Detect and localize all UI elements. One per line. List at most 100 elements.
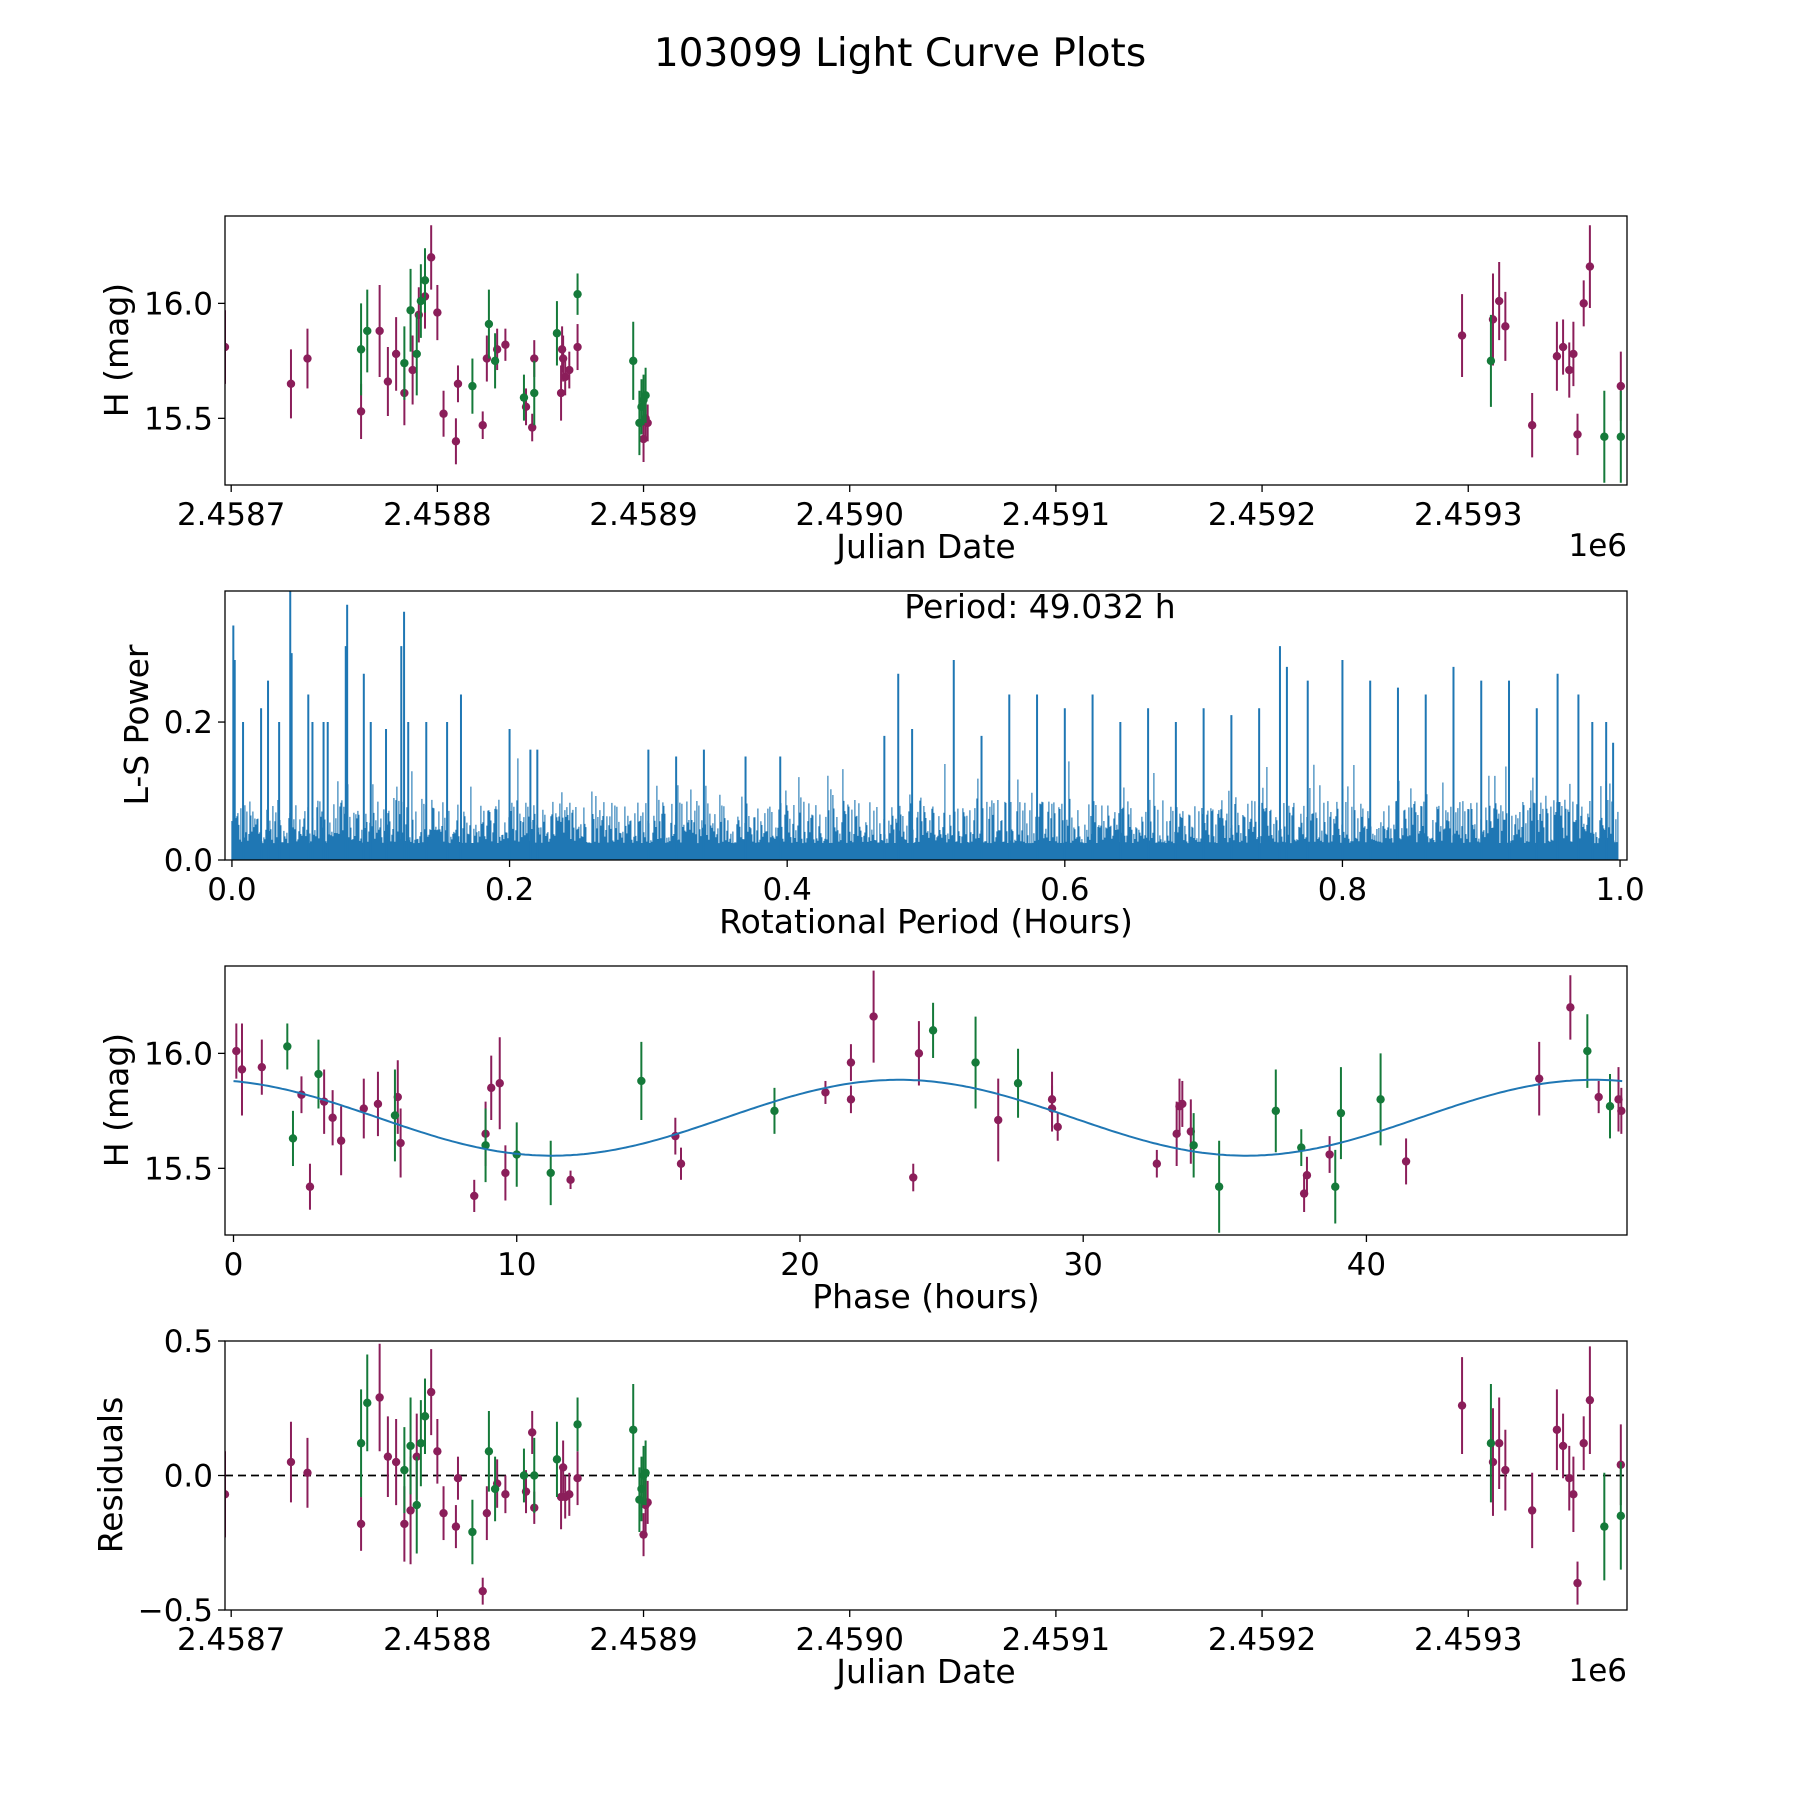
- data-point: [565, 365, 574, 375]
- data-point: [1178, 1099, 1187, 1109]
- data-point: [566, 1175, 575, 1185]
- x-tick-label: 2.4588: [383, 1622, 491, 1658]
- periodogram-ticks: 0.0 0.2 0.4 0.6 0.8 1.0 0.0 0.2: [164, 705, 1645, 908]
- data-point: [629, 1425, 638, 1434]
- data-point: [573, 1473, 582, 1483]
- data-point: [406, 306, 415, 315]
- data-point: [426, 1387, 436, 1397]
- data-point: [375, 1393, 384, 1402]
- data-point: [846, 1058, 856, 1067]
- y-tick-label: 0.5: [164, 1324, 213, 1360]
- data-point: [490, 356, 500, 366]
- data-point: [420, 1412, 430, 1421]
- data-point: [573, 1420, 582, 1429]
- lightcurve-offset-label: 1e6: [1568, 528, 1627, 564]
- data-point: [375, 326, 384, 336]
- data-point: [546, 1168, 555, 1178]
- data-point: [1527, 1506, 1537, 1515]
- x-tick-label: 20: [780, 1247, 819, 1283]
- data-point: [1569, 1490, 1578, 1499]
- data-point: [770, 1106, 779, 1116]
- data-point: [481, 1141, 490, 1150]
- data-point: [286, 379, 296, 389]
- data-point: [1605, 1102, 1615, 1111]
- data-point: [303, 354, 312, 363]
- data-point: [478, 421, 487, 430]
- x-tick-label: 2.4593: [1414, 1622, 1522, 1658]
- data-point: [363, 326, 372, 336]
- data-point: [556, 388, 566, 398]
- data-point: [971, 1058, 980, 1067]
- data-point: [383, 377, 393, 386]
- x-tick-label: 30: [1063, 1247, 1102, 1283]
- residuals-panel: 2.4587 2.4588 2.4589 2.4590 2.4591 2.4592 2.45…: [91, 1324, 1628, 1691]
- data-point: [400, 1465, 409, 1475]
- data-point: [552, 329, 562, 338]
- data-point: [629, 356, 638, 366]
- data-point: [383, 1452, 393, 1461]
- x-tick-label: 2.4591: [1002, 497, 1110, 533]
- data-point: [928, 1026, 938, 1035]
- data-point: [1457, 1401, 1467, 1410]
- data-point: [846, 1095, 856, 1104]
- data-point: [869, 1012, 878, 1021]
- periodogram-plot-area: [231, 591, 1619, 860]
- data-point: [336, 1136, 346, 1145]
- data-point: [530, 354, 539, 363]
- data-point: [257, 1062, 267, 1072]
- plot-clip-group: [232, 970, 1626, 1233]
- data-point: [994, 1115, 1003, 1125]
- periodogram-noise: [231, 758, 1619, 860]
- data-point: [528, 1428, 537, 1437]
- data-point: [1565, 365, 1574, 375]
- plot-clip-group: [225, 225, 1626, 483]
- data-point: [283, 1042, 292, 1051]
- data-point: [356, 1439, 366, 1448]
- data-point: [1583, 1046, 1592, 1056]
- data-point: [676, 1159, 686, 1168]
- x-tick-label: 2.4589: [589, 1622, 697, 1658]
- data-point: [406, 1441, 415, 1451]
- data-point: [451, 1522, 461, 1531]
- data-point: [416, 1439, 426, 1448]
- x-tick-label: 0.6: [1040, 872, 1089, 908]
- x-tick-label: 2.4590: [795, 1622, 903, 1658]
- phased-panel: 0 10 20 30 40 15.5 16.0 Phase (hours) H (mag): [97, 965, 1628, 1316]
- data-point: [1566, 1003, 1575, 1012]
- phased-ticks: 0 10 20 30 40 15.5 16.0: [144, 1036, 1386, 1283]
- period-annotation: Period: 49.032 h: [904, 587, 1175, 626]
- data-point: [1214, 1182, 1224, 1191]
- data-point: [433, 1447, 442, 1456]
- residuals-offset-label: 1e6: [1568, 1653, 1627, 1689]
- data-point: [359, 1104, 368, 1113]
- data-point: [1302, 1171, 1312, 1180]
- data-point: [501, 340, 510, 349]
- data-point: [1336, 1108, 1346, 1118]
- x-tick-label: 2.4591: [1002, 1622, 1110, 1658]
- data-point: [1152, 1159, 1162, 1168]
- data-point: [468, 381, 477, 391]
- x-tick-label: 0.2: [485, 872, 534, 908]
- data-point: [558, 1463, 568, 1472]
- data-point: [363, 1398, 372, 1408]
- data-point: [501, 1490, 510, 1499]
- y-tick-label: 16.0: [144, 286, 213, 322]
- data-point: [1494, 296, 1504, 306]
- fit-curve: [233, 1078, 1623, 1157]
- x-tick-label: 2.4592: [1208, 497, 1316, 533]
- data-point: [453, 379, 463, 389]
- x-tick-label: 2.4587: [177, 497, 285, 533]
- plot-clip-group: [225, 1343, 1626, 1605]
- x-tick-label: 0: [224, 1247, 244, 1283]
- data-point: [1552, 1425, 1562, 1434]
- data-point: [1552, 352, 1562, 361]
- data-point: [225, 342, 230, 352]
- data-point: [439, 1508, 448, 1518]
- data-point: [560, 372, 570, 382]
- data-point: [573, 342, 582, 352]
- data-point: [573, 289, 582, 299]
- data-point: [328, 1113, 337, 1122]
- x-tick-label: 2.4593: [1414, 497, 1522, 533]
- lightcurve-ylabel: H (mag): [97, 283, 136, 417]
- data-point: [639, 1530, 648, 1539]
